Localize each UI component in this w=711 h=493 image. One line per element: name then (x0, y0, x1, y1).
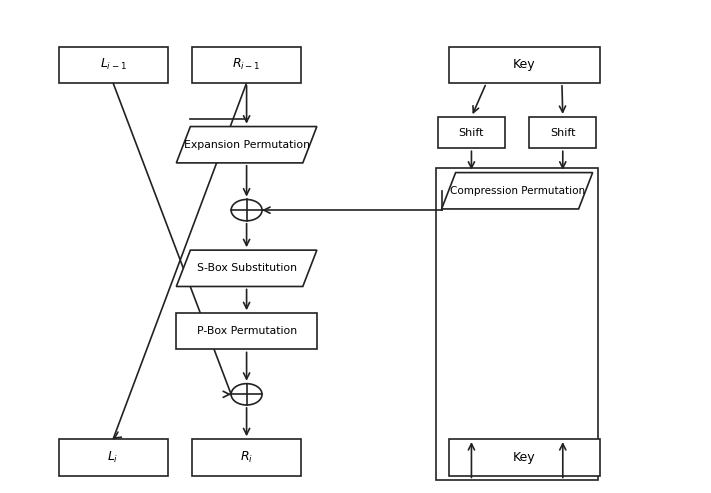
Bar (58, 439, 168, 476)
Bar (437, 168, 598, 480)
Text: $L_{i}$: $L_{i}$ (107, 450, 119, 465)
Polygon shape (176, 127, 317, 163)
Text: Expansion Permutation: Expansion Permutation (183, 140, 309, 150)
Text: Compression Permutation: Compression Permutation (449, 186, 584, 196)
Text: Key: Key (513, 58, 535, 71)
Bar (449, 46, 599, 83)
Bar (58, 46, 168, 83)
Bar (192, 439, 301, 476)
Text: $R_{i}$: $R_{i}$ (240, 450, 253, 465)
Text: Shift: Shift (459, 128, 484, 138)
Text: $R_{i-1}$: $R_{i-1}$ (232, 57, 261, 72)
Bar (438, 117, 505, 148)
Text: Shift: Shift (550, 128, 575, 138)
Bar (530, 117, 596, 148)
Bar (449, 439, 599, 476)
Bar (192, 46, 301, 83)
Text: Key: Key (513, 451, 535, 464)
Circle shape (231, 200, 262, 221)
Text: P-Box Permutation: P-Box Permutation (196, 326, 296, 336)
Text: S-Box Substitution: S-Box Substitution (196, 263, 296, 273)
Text: $L_{i-1}$: $L_{i-1}$ (100, 57, 127, 72)
Polygon shape (176, 250, 317, 286)
Polygon shape (442, 173, 593, 209)
Circle shape (231, 384, 262, 405)
Bar (176, 313, 317, 350)
